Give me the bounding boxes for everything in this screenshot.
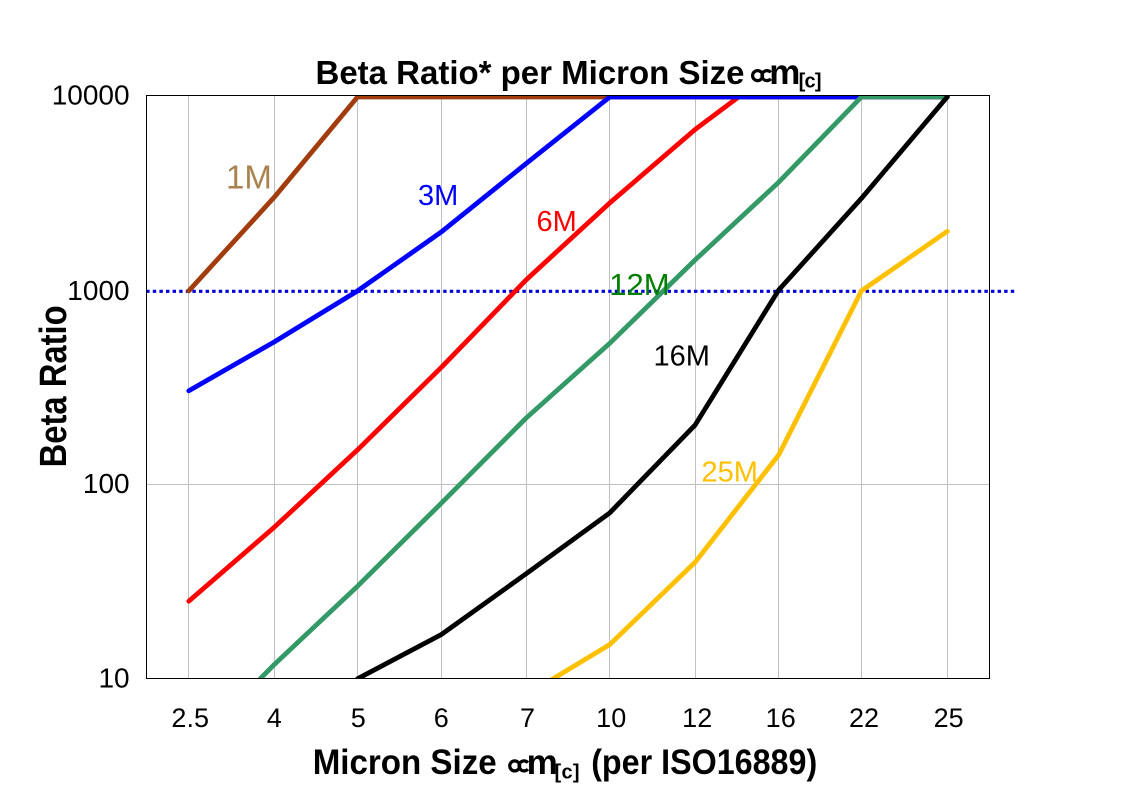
svg-text:100: 100 <box>83 468 130 499</box>
svg-text:2.5: 2.5 <box>171 703 209 733</box>
svg-text:16: 16 <box>766 703 796 733</box>
svg-text:Beta Ratio* per Micron Size: Beta Ratio* per Micron Size <box>316 55 745 92</box>
svg-text:Beta Ratio: Beta Ratio <box>33 305 75 467</box>
svg-text:[c]: [c] <box>555 762 580 784</box>
svg-text:10: 10 <box>596 703 626 733</box>
svg-text:12M: 12M <box>609 267 669 302</box>
svg-text:6: 6 <box>434 703 449 733</box>
svg-text:6M: 6M <box>537 206 577 238</box>
svg-text:[c]: [c] <box>799 71 822 93</box>
svg-text:4: 4 <box>267 703 282 733</box>
svg-text:5: 5 <box>351 703 366 733</box>
svg-text:25: 25 <box>934 703 964 733</box>
svg-text:Micron Size: Micron Size <box>313 743 497 782</box>
svg-text:7: 7 <box>520 703 535 733</box>
svg-text:1000: 1000 <box>67 275 129 306</box>
svg-text:(per ISO16889): (per ISO16889) <box>591 743 817 782</box>
svg-text:22: 22 <box>849 703 879 733</box>
svg-text:10: 10 <box>98 663 129 694</box>
svg-text:10000: 10000 <box>52 80 130 111</box>
svg-text:3M: 3M <box>418 180 458 212</box>
svg-text:16M: 16M <box>654 341 710 373</box>
svg-text:m: m <box>527 743 558 782</box>
svg-text:1M: 1M <box>226 158 272 195</box>
svg-text:25M: 25M <box>702 457 758 489</box>
svg-text:12: 12 <box>682 703 712 733</box>
svg-text:m: m <box>769 53 800 92</box>
